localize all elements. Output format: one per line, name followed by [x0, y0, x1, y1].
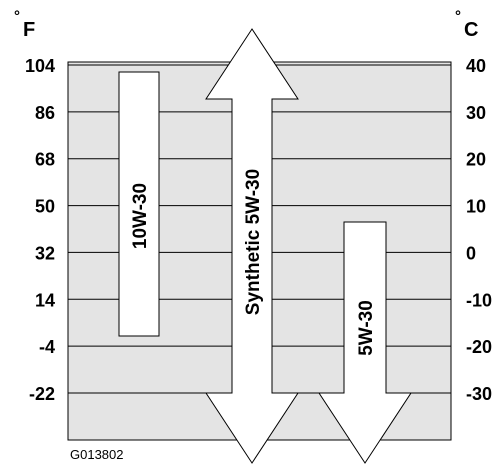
figure-code: G013802 [70, 447, 124, 462]
10w-30-bar [118, 71, 160, 337]
oil-bars: 10W-30 Synthetic 5W-30 5W-30 [118, 28, 412, 464]
fahrenheit-axis: 104 86 68 50 32 14 -4 -22 [25, 56, 55, 404]
fahrenheit-tick-label: 104 [25, 56, 55, 76]
celsius-tick-label: -20 [466, 337, 492, 357]
celsius-tick-label: 20 [466, 150, 486, 170]
5w-30-label: 5W-30 [356, 300, 377, 356]
celsius-degree-symbol: ° [455, 8, 461, 25]
celsius-tick-label: 0 [466, 243, 476, 263]
celsius-unit-label: C [464, 19, 478, 41]
fahrenheit-tick-label: 32 [35, 243, 55, 263]
celsius-tick-label: 40 [466, 56, 486, 76]
10w-30-label: 10W-30 [130, 183, 151, 249]
celsius-tick-label: 10 [466, 197, 486, 217]
fahrenheit-tick-label: 50 [35, 197, 55, 217]
fahrenheit-tick-label: 86 [35, 103, 55, 123]
celsius-tick-label: 30 [466, 103, 486, 123]
celsius-tick-label: -10 [466, 290, 492, 310]
fahrenheit-tick-label: -22 [29, 384, 55, 404]
celsius-tick-label: -30 [466, 384, 492, 404]
fahrenheit-tick-label: -4 [39, 337, 55, 357]
fahrenheit-unit-label: F [23, 19, 35, 41]
synthetic-5w-30-label: Synthetic 5W-30 [243, 169, 264, 315]
5w-30-bar [318, 221, 412, 464]
fahrenheit-degree-symbol: ° [14, 8, 20, 25]
fahrenheit-tick-label: 68 [35, 150, 55, 170]
celsius-axis: 40 30 20 10 0 -10 -20 -30 [466, 56, 492, 404]
synthetic-5w-30-bar [205, 28, 299, 464]
fahrenheit-tick-label: 14 [35, 290, 55, 310]
